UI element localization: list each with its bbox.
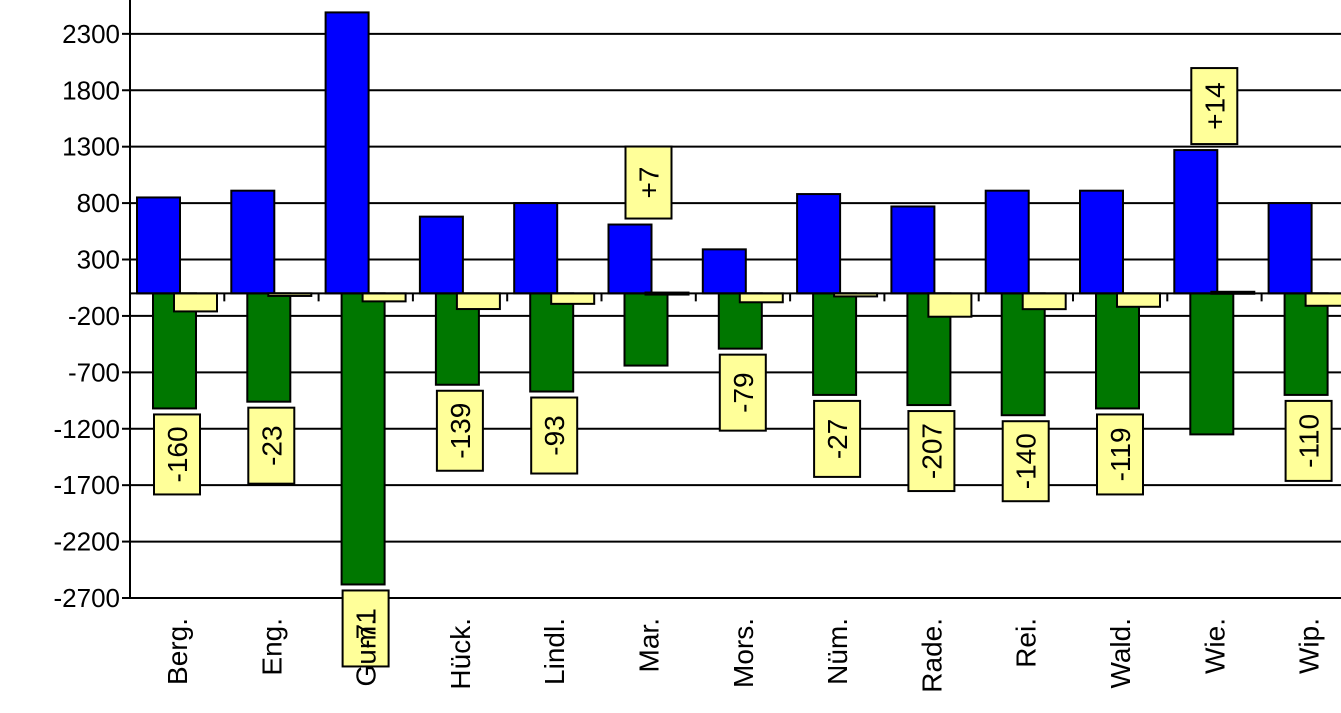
category-label: Eng. — [256, 618, 287, 676]
y-tick-label: -1700 — [54, 470, 121, 500]
y-tick-label: -200 — [68, 301, 120, 331]
bar-series3 — [363, 293, 406, 301]
bar-series3 — [174, 293, 217, 311]
category-label: Lindl. — [539, 618, 570, 685]
bar-series1 — [891, 206, 934, 293]
category-label: Wald. — [1105, 618, 1136, 689]
bar-series2 — [1190, 293, 1233, 434]
bar-series1 — [420, 217, 463, 294]
bar-series2 — [813, 293, 856, 395]
data-label: -93 — [539, 415, 570, 455]
bar-series2 — [1285, 293, 1328, 395]
data-label: +7 — [634, 167, 665, 199]
bar-series2 — [1096, 293, 1139, 408]
data-label: -27 — [822, 419, 853, 459]
data-label: -119 — [1105, 427, 1136, 481]
y-tick-label: 1300 — [62, 132, 120, 162]
bar-series1 — [514, 203, 557, 293]
bar-series1 — [1080, 191, 1123, 294]
category-label: Rade. — [916, 618, 947, 693]
bar-series3 — [457, 293, 500, 309]
bar-series1 — [326, 12, 369, 293]
bar-series2 — [530, 293, 573, 391]
bar-series2 — [1002, 293, 1045, 415]
bar-series2 — [625, 293, 668, 365]
category-label: Nüm. — [822, 618, 853, 685]
bar-series1 — [1269, 203, 1312, 293]
bar-series3 — [551, 293, 594, 303]
category-label: Mors. — [728, 618, 759, 688]
category-label: Hück. — [445, 618, 476, 690]
data-label: -160 — [162, 426, 193, 482]
bar-series3 — [1117, 293, 1160, 306]
y-tick-label: -700 — [68, 357, 120, 387]
y-tick-label: -1200 — [54, 414, 121, 444]
bar-series3 — [1023, 293, 1066, 309]
category-label: Wie. — [1199, 618, 1230, 674]
data-label: -139 — [445, 403, 476, 459]
bar-series1 — [231, 191, 274, 294]
data-label: -23 — [256, 425, 287, 465]
y-tick-label: 1800 — [62, 75, 120, 105]
bar-series3 — [928, 293, 971, 316]
data-label: -110 — [1294, 414, 1325, 468]
data-label: -140 — [1011, 433, 1042, 489]
bar-series3 — [1306, 293, 1341, 305]
category-label: Berg. — [162, 618, 193, 685]
category-label: Mar. — [634, 618, 665, 672]
data-label: -207 — [916, 423, 947, 479]
bar-series1 — [797, 194, 840, 293]
data-label: +14 — [1199, 82, 1230, 130]
y-tick-label: -2200 — [54, 527, 121, 557]
y-tick-label: -2700 — [54, 583, 121, 613]
y-tick-label: 800 — [77, 188, 120, 218]
category-label: Wip. — [1294, 618, 1325, 674]
bar-series2 — [247, 293, 290, 401]
bar-series3 — [740, 293, 783, 302]
y-tick-label: 2300 — [62, 19, 120, 49]
bar-series1 — [137, 197, 180, 293]
data-label: -79 — [728, 372, 759, 412]
bar-series1 — [703, 249, 746, 293]
category-label: Gum. — [351, 618, 382, 686]
bar-series1 — [1174, 150, 1217, 293]
bar-series1 — [986, 191, 1029, 294]
bar-series1 — [609, 225, 652, 294]
category-label: Rei. — [1011, 618, 1042, 668]
bar-series2 — [342, 293, 385, 584]
y-tick-label: 300 — [77, 245, 120, 275]
